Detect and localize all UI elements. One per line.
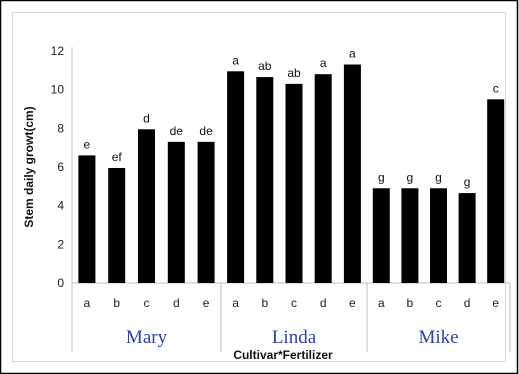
- significance-label: de: [199, 124, 213, 138]
- bar: [314, 74, 332, 283]
- bar: [487, 99, 505, 283]
- y-tick-label: 8: [57, 121, 64, 135]
- significance-label: g: [464, 175, 471, 189]
- bar: [197, 141, 215, 283]
- bar: [227, 71, 245, 283]
- category-label: d: [320, 296, 327, 310]
- category-label: a: [84, 296, 91, 310]
- significance-label: a: [320, 56, 327, 70]
- plot-border: [12, 12, 506, 362]
- y-tick-label: 2: [57, 237, 64, 251]
- cultivar-label: Mike: [418, 327, 458, 348]
- significance-label: g: [378, 170, 385, 184]
- cultivar-label: Mary: [126, 327, 168, 348]
- category-label: a: [378, 296, 385, 310]
- category-label: b: [407, 296, 414, 310]
- bar: [458, 193, 476, 283]
- bar: [78, 155, 96, 283]
- category-label: b: [113, 296, 120, 310]
- significance-label: g: [407, 170, 414, 184]
- significance-label: d: [143, 111, 150, 125]
- bar: [167, 141, 185, 283]
- bar: [285, 83, 303, 283]
- y-tick-label: 6: [57, 160, 64, 174]
- category-label: e: [492, 296, 499, 310]
- bar: [430, 188, 447, 283]
- category-label: c: [144, 296, 150, 310]
- x-axis-title: Cultivar*Fertilizer: [233, 348, 333, 362]
- category-label: c: [291, 296, 297, 310]
- y-tick-label: 0: [57, 276, 64, 290]
- y-tick-label: 10: [51, 83, 65, 97]
- bar: [372, 188, 390, 283]
- significance-label: a: [349, 47, 356, 61]
- significance-label: a: [232, 53, 239, 67]
- category-label: d: [173, 296, 180, 310]
- y-axis-title: Stem daily growt(cm): [22, 106, 36, 227]
- bar: [108, 167, 126, 283]
- category-label: e: [349, 296, 356, 310]
- y-tick-label: 12: [51, 44, 65, 58]
- significance-label: ab: [287, 66, 301, 80]
- significance-label: ab: [258, 59, 272, 73]
- category-label: e: [203, 296, 210, 310]
- x-axis-labels: a b c d e Mary a b c d e Linda a b c d e Mike: [71, 283, 511, 352]
- significance-label: ef: [112, 150, 123, 164]
- bars-layer: e ef d de de a ab ab a a g g g g c: [78, 47, 505, 284]
- bar: [343, 64, 361, 284]
- category-label: a: [232, 296, 239, 310]
- category-label: b: [261, 296, 268, 310]
- y-tick-label: 4: [57, 199, 64, 213]
- bar: [256, 77, 274, 283]
- bar: [138, 129, 155, 283]
- significance-label: g: [435, 170, 442, 184]
- y-axis-ticks: 0 2 4 6 8 10 12: [51, 44, 65, 290]
- category-label: c: [436, 296, 442, 310]
- category-label: d: [464, 296, 471, 310]
- significance-label: de: [170, 124, 184, 138]
- significance-label: e: [84, 137, 91, 151]
- cultivar-label: Linda: [272, 327, 317, 348]
- bar: [401, 188, 419, 283]
- significance-label: c: [493, 81, 499, 95]
